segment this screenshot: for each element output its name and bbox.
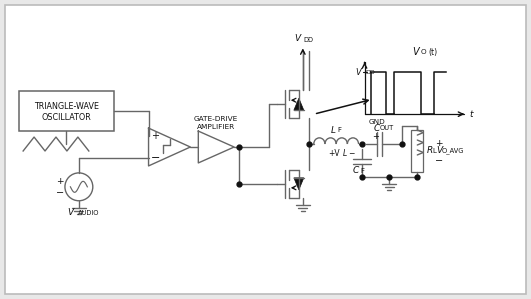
Text: L: L (343, 150, 347, 158)
Text: GND: GND (369, 119, 386, 125)
Text: TRIANGLE-WAVE: TRIANGLE-WAVE (34, 102, 99, 111)
Text: F: F (361, 168, 365, 174)
Text: V: V (413, 48, 419, 57)
Text: R: R (427, 147, 433, 155)
Polygon shape (294, 178, 304, 190)
Text: −: − (348, 150, 354, 158)
Text: AMPLIFIER: AMPLIFIER (197, 124, 235, 130)
Text: OUT: OUT (380, 125, 393, 131)
Text: (t): (t) (428, 48, 438, 57)
Text: V: V (68, 208, 74, 217)
FancyBboxPatch shape (5, 5, 526, 294)
Text: V: V (295, 34, 301, 43)
Text: O_AVG: O_AVG (441, 148, 464, 154)
Text: −: − (56, 188, 64, 198)
Text: AUDIO: AUDIO (78, 210, 99, 216)
Text: OSCILLATOR: OSCILLATOR (41, 113, 91, 122)
Text: GATE-DRIVE: GATE-DRIVE (194, 116, 238, 122)
Text: V: V (436, 147, 442, 155)
Text: L: L (331, 126, 336, 135)
Bar (19, 91, 114, 131)
Text: t: t (469, 110, 473, 119)
Polygon shape (294, 98, 304, 110)
Text: DD: DD (304, 37, 314, 43)
Text: O: O (420, 49, 426, 55)
Text: C: C (373, 123, 380, 132)
Text: L: L (432, 148, 436, 154)
Text: −: − (151, 153, 160, 163)
Text: +: + (372, 132, 379, 141)
Text: +: + (151, 131, 159, 141)
Text: −: − (435, 156, 443, 166)
Text: +: + (56, 177, 64, 186)
Text: DD: DD (365, 70, 375, 75)
Text: C: C (352, 167, 358, 176)
Text: +: + (435, 138, 443, 147)
Text: +V: +V (328, 150, 340, 158)
Bar (412, 130, 423, 172)
Text: F: F (337, 127, 341, 133)
Text: V: V (356, 68, 362, 77)
